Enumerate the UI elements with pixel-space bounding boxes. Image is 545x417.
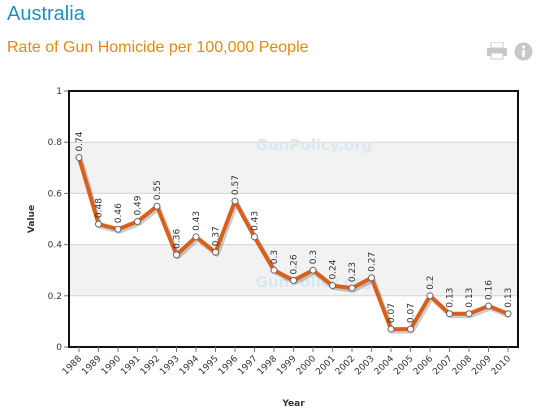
data-point bbox=[387, 325, 395, 333]
x-tick-label: 2009 bbox=[470, 354, 493, 377]
x-tick-label: 1991 bbox=[119, 354, 142, 377]
x-tick-label: 1990 bbox=[100, 354, 123, 377]
x-tick-label: 1999 bbox=[275, 354, 298, 377]
data-point bbox=[173, 251, 180, 259]
data-point bbox=[485, 302, 492, 310]
data-label: 0.07 bbox=[407, 303, 417, 323]
data-label: 0.2 bbox=[426, 275, 436, 289]
x-tick-label: 1997 bbox=[236, 354, 259, 377]
printer-icon[interactable] bbox=[486, 42, 508, 60]
data-point bbox=[212, 248, 219, 256]
x-tick-label: 2004 bbox=[373, 354, 396, 377]
data-point bbox=[75, 154, 83, 162]
x-tick-label: 1995 bbox=[197, 354, 220, 377]
data-label: 0.37 bbox=[212, 226, 222, 246]
y-tick-label: 0.2 bbox=[48, 292, 62, 302]
x-tick-label: 1996 bbox=[217, 354, 240, 377]
plot-band bbox=[69, 244, 518, 296]
data-label: 0.3 bbox=[309, 250, 319, 264]
x-tick-label: 2002 bbox=[334, 354, 357, 377]
data-point bbox=[95, 220, 102, 228]
data-label: 0.57 bbox=[231, 175, 241, 195]
info-icon[interactable] bbox=[514, 42, 533, 61]
y-tick-label: 0 bbox=[56, 343, 62, 353]
data-point bbox=[348, 284, 356, 292]
x-tick-label: 2007 bbox=[431, 354, 454, 377]
x-tick-label: 2010 bbox=[490, 354, 513, 377]
data-point bbox=[329, 282, 336, 290]
data-label: 0.13 bbox=[446, 288, 456, 308]
data-label: 0.13 bbox=[465, 288, 475, 308]
y-tick-label: 0.6 bbox=[48, 189, 63, 199]
x-tick-label: 2006 bbox=[412, 354, 435, 377]
x-tick-label: 1994 bbox=[178, 354, 201, 377]
data-point bbox=[134, 218, 141, 226]
data-label: 0.46 bbox=[114, 203, 124, 223]
data-label: 0.74 bbox=[75, 131, 85, 151]
y-tick-label: 0.8 bbox=[48, 138, 63, 148]
data-point bbox=[465, 310, 473, 318]
data-label: 0.55 bbox=[153, 180, 163, 200]
y-axis-title: Value bbox=[27, 205, 37, 233]
data-point bbox=[407, 325, 414, 333]
x-tick-label: 2001 bbox=[314, 354, 337, 377]
y-tick-label: 1 bbox=[56, 87, 62, 97]
data-point bbox=[153, 202, 161, 210]
x-tick-label: 1992 bbox=[139, 354, 162, 377]
page-title: Australia bbox=[7, 3, 85, 25]
data-point bbox=[309, 266, 317, 274]
data-point bbox=[270, 266, 278, 274]
data-point bbox=[231, 197, 239, 205]
x-tick-label: 2008 bbox=[451, 354, 474, 377]
data-label: 0.07 bbox=[387, 303, 397, 323]
y-tick-label: 0.4 bbox=[48, 241, 63, 251]
data-label: 0.27 bbox=[368, 252, 378, 272]
chart-title: Rate of Gun Homicide per 100,000 People bbox=[7, 39, 309, 56]
x-tick-label: 2000 bbox=[295, 354, 318, 377]
data-point bbox=[290, 276, 297, 284]
data-point bbox=[368, 274, 375, 282]
x-tick-label: 1993 bbox=[158, 354, 181, 377]
data-point bbox=[192, 233, 200, 241]
plot-band bbox=[69, 142, 518, 194]
data-point bbox=[504, 310, 512, 318]
x-axis-title: Year bbox=[281, 399, 305, 409]
data-label: 0.49 bbox=[134, 195, 144, 215]
data-point bbox=[251, 233, 258, 241]
data-label: 0.24 bbox=[329, 259, 339, 279]
data-label: 0.3 bbox=[270, 250, 280, 264]
data-label: 0.43 bbox=[251, 211, 261, 231]
data-label: 0.48 bbox=[95, 198, 105, 218]
data-point bbox=[446, 310, 453, 318]
data-point bbox=[426, 292, 434, 300]
data-point bbox=[114, 225, 122, 233]
data-label: 0.13 bbox=[504, 288, 514, 308]
data-label: 0.26 bbox=[290, 254, 300, 274]
x-tick-label: 1998 bbox=[256, 354, 279, 377]
data-label: 0.43 bbox=[192, 211, 202, 231]
x-tick-label: 2003 bbox=[353, 354, 376, 377]
data-label: 0.36 bbox=[173, 229, 183, 249]
x-tick-label: 2005 bbox=[392, 354, 415, 377]
data-label: 0.16 bbox=[485, 280, 495, 300]
data-label: 0.23 bbox=[348, 262, 358, 282]
watermark: GunPolicy.org bbox=[256, 136, 373, 154]
x-tick-label: 1989 bbox=[80, 354, 103, 377]
x-tick-label: 1988 bbox=[61, 354, 84, 377]
